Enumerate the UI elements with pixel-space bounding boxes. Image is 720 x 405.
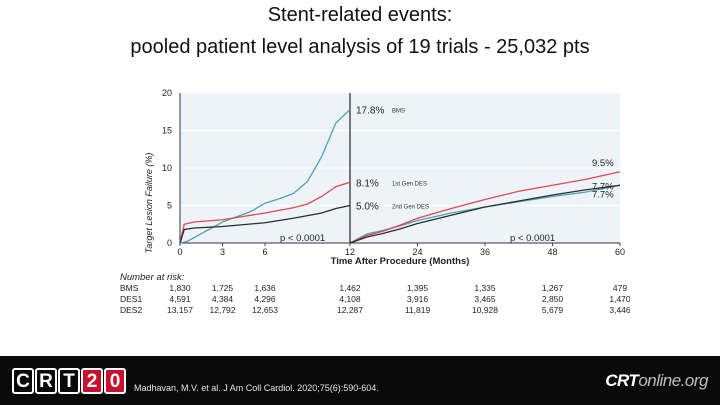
risk-cell: 4,108 [339,294,361,304]
risk-cell: 11,819 [405,305,431,315]
risk-cell: 3,465 [474,294,496,304]
end-label-des1: 8.1% [356,178,379,189]
risk-cell: 1,267 [542,283,564,293]
risk-cell: 1,725 [212,283,234,293]
y-tick-label: 15 [162,126,172,136]
risk-table-title: Number at risk: [120,272,185,283]
risk-row-name: DES2 [120,305,142,315]
logo-letter: R [35,368,57,394]
risk-cell: 1,636 [254,283,276,293]
end-label-bms: 17.8% [356,106,384,117]
risk-cell: 12,653 [252,305,278,315]
risk-cell: 3,446 [609,305,630,315]
grid-lines [179,92,621,246]
x-axis-label: Time After Procedure (Months) [331,256,470,267]
x-tick-labels: 0 3 6 12 24 36 48 60 [177,247,625,257]
risk-cell: 1,470 [609,294,630,304]
y-tick-label: 10 [162,163,172,173]
risk-cell: 4,384 [212,294,234,304]
risk-cell: 12,792 [210,305,236,315]
risk-cell: 4,591 [169,294,191,304]
logo-letter: 0 [104,368,126,394]
risk-row-name: BMS [120,283,139,293]
citation: Madhavan, M.V. et al. J Am Coll Cardiol.… [134,383,379,393]
series-line-des2-landmark [179,204,351,244]
risk-cell: 5,679 [542,305,564,315]
y-tick-labels: 0 5 10 15 20 [162,88,172,248]
slide-title-line1: Stent-related events: [267,4,453,26]
risk-cell: 479 [613,283,627,293]
y-tick-label: 5 [167,201,172,211]
risk-cell: 1,335 [474,283,496,293]
x-tick-label: 48 [547,247,557,257]
late-label-des2: 7.7% [592,189,614,200]
brand-main: CRT [605,371,639,390]
risk-cell: 4,296 [254,294,276,304]
brand-light: online.org [638,371,708,390]
series-line-bms-late [349,184,621,244]
x-tick-label: 3 [220,247,225,257]
crtonline-brand[interactable]: CRTonline.org [605,371,708,391]
tag-label-des2: 2nd Gen DES [392,205,429,211]
x-tick-label: 36 [480,247,490,257]
late-label-bms: 7.7% [592,181,614,192]
y-axis-label: Target Lesion Failure (%) [144,153,154,254]
x-tick-label: 6 [262,247,267,257]
p-value-right: p < 0.0001 [510,233,555,244]
y-tick-label: 0 [167,238,172,248]
series-line-bms-landmark [179,109,351,244]
logo-letter: T [58,368,80,394]
y-tick-label: 20 [162,88,172,98]
x-tick-label: 60 [615,247,625,257]
end-label-des2: 5.0% [356,202,379,213]
series-line-des1-late [349,171,621,244]
series-labels: 17.8% BMS 7.7% 8.1% 1st Gen DES 9.5% 5.0% 2nd G… [356,106,614,213]
risk-cell: 3,916 [407,294,429,304]
risk-cell: 12,287 [337,305,363,315]
series-line-des1-landmark [179,181,351,244]
series-lines [179,109,621,244]
risk-cell: 2,850 [542,294,564,304]
slide-title-line2: pooled patient level analysis of 19 tria… [130,36,590,58]
risk-cell: 1,462 [339,283,361,293]
tag-label-bms: BMS [392,109,405,115]
risk-table: BMS 1,830 1,725 1,636 1,462 1,395 1,335 1,267 47… [120,283,630,315]
late-label-des1: 9.5% [592,158,614,169]
risk-cell: 1,830 [169,283,191,293]
logo-letter: C [12,368,34,394]
series-line-des2-late [349,184,621,244]
x-tick-label: 0 [177,247,182,257]
risk-cell: 1,395 [407,283,429,293]
risk-cell: 10,928 [472,305,498,315]
p-value-left: p < 0.0001 [280,233,325,244]
tag-label-des1: 1st Gen DES [392,181,427,187]
x-tick-label: 12 [345,247,355,257]
risk-row-name: DES1 [120,294,142,304]
x-tick-label: 24 [412,247,422,257]
risk-cell: 13,157 [167,305,193,315]
logo-letter: 2 [81,368,103,394]
